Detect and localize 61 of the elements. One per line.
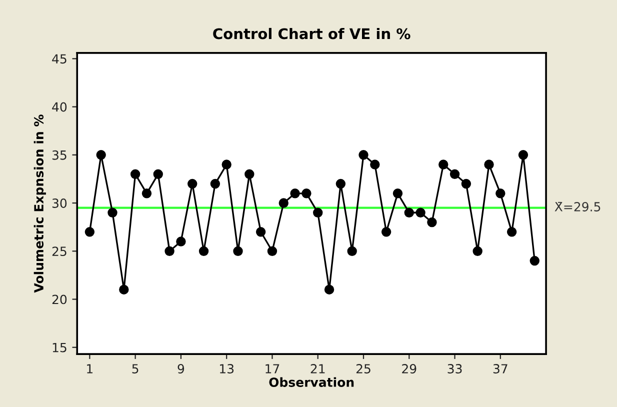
point xyxy=(130,169,140,180)
ref-line-label: X̄=29.5 xyxy=(554,202,600,212)
point xyxy=(187,178,198,189)
point xyxy=(290,188,300,198)
point xyxy=(450,169,460,180)
point xyxy=(404,208,414,218)
point xyxy=(267,246,278,256)
point xyxy=(496,188,506,198)
y-tick-label: 30 xyxy=(52,198,67,208)
y-tick-label: 20 xyxy=(52,294,67,304)
point xyxy=(381,227,392,237)
x-tick-label: 33 xyxy=(448,364,462,374)
y-tick-label: 35 xyxy=(52,150,66,160)
x-tick-label: 17 xyxy=(266,364,280,374)
point xyxy=(142,188,152,198)
y-tick-label: 15 xyxy=(52,342,66,352)
x-tick-label: 29 xyxy=(402,364,416,374)
y-axis-title: Volumetric Expnsion in % xyxy=(34,114,46,293)
point xyxy=(198,246,209,256)
point xyxy=(461,178,472,189)
point xyxy=(164,246,174,256)
point xyxy=(506,227,517,237)
x-tick-label: 1 xyxy=(87,364,92,374)
point xyxy=(96,150,106,160)
point xyxy=(427,217,437,228)
x-tick-label: 25 xyxy=(356,364,370,374)
point xyxy=(153,169,163,180)
point xyxy=(347,246,357,256)
point xyxy=(210,178,220,189)
point xyxy=(108,208,118,218)
y-tick-label: 40 xyxy=(52,102,67,112)
y-tick-label: 45 xyxy=(52,54,66,64)
point xyxy=(324,284,334,294)
x-tick-label: 37 xyxy=(493,364,508,374)
chart-title: Control Chart of VE in % xyxy=(213,28,410,40)
point xyxy=(244,169,254,180)
point xyxy=(416,208,426,218)
point xyxy=(484,160,494,170)
point xyxy=(84,227,95,237)
x-tick-label: 13 xyxy=(220,364,234,374)
x-tick-label: 5 xyxy=(132,364,138,374)
point xyxy=(278,198,288,208)
y-tick-label: 25 xyxy=(52,246,66,256)
point xyxy=(222,160,232,170)
point xyxy=(302,188,312,198)
point xyxy=(518,150,528,160)
point xyxy=(530,256,540,266)
point xyxy=(336,178,346,189)
point xyxy=(176,236,186,246)
point xyxy=(256,227,266,237)
point xyxy=(438,160,448,170)
x-tick-label: 21 xyxy=(310,364,325,374)
point xyxy=(233,246,243,256)
point xyxy=(119,284,129,294)
x-axis-title: Observation xyxy=(269,377,354,387)
point xyxy=(392,188,403,198)
point xyxy=(358,150,368,160)
x-tick-label: 9 xyxy=(178,364,184,374)
point xyxy=(472,246,482,256)
point xyxy=(313,208,323,218)
point xyxy=(370,160,380,170)
